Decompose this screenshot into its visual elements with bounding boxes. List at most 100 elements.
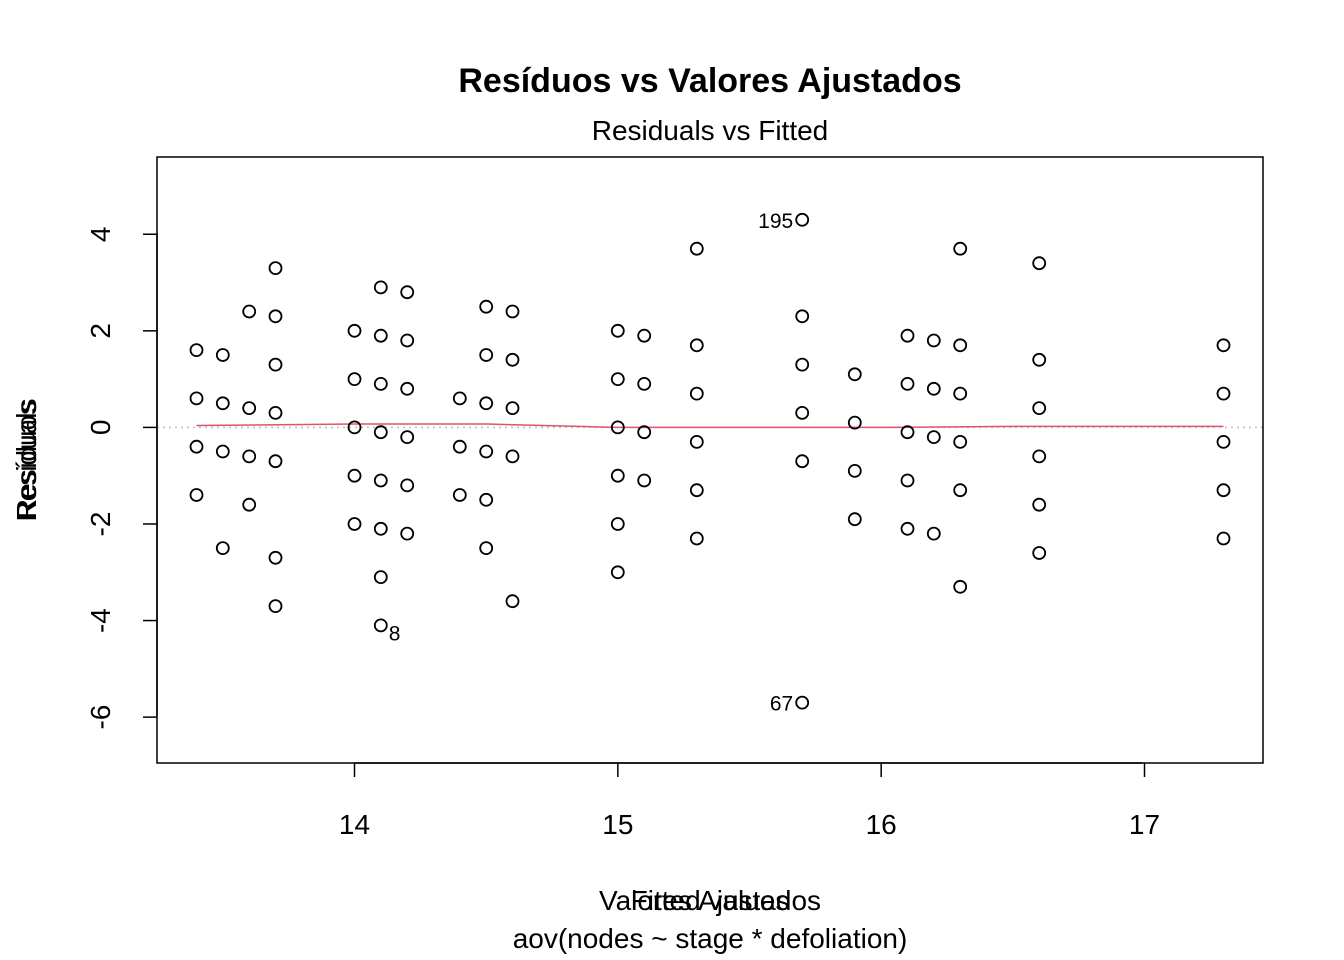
data-point — [689, 386, 704, 401]
data-point — [400, 526, 415, 541]
data-point — [452, 439, 467, 454]
y-tick-label: -2 — [85, 512, 116, 537]
data-point — [1032, 401, 1047, 416]
point-label: 8 — [389, 622, 401, 645]
points-layer — [189, 212, 1231, 710]
data-point — [347, 323, 362, 338]
data-point — [637, 376, 652, 391]
data-point — [610, 420, 625, 435]
data-point — [795, 357, 810, 372]
data-point — [953, 483, 968, 498]
data-point — [610, 517, 625, 531]
data-point — [953, 434, 968, 449]
data-point — [795, 405, 810, 420]
data-point — [795, 212, 810, 227]
data-point — [505, 352, 520, 367]
data-point — [268, 550, 283, 565]
data-point — [400, 430, 415, 445]
data-point — [847, 463, 862, 478]
data-point — [268, 405, 283, 420]
x-axis-label-portuguese: Valores Ajustados — [599, 885, 821, 916]
data-point — [268, 261, 283, 276]
x-tick-label: 17 — [1129, 809, 1160, 840]
data-point — [1216, 434, 1231, 449]
data-point — [1032, 497, 1047, 512]
x-axis: 14 15 16 17 — [339, 762, 1160, 840]
data-point — [689, 531, 704, 546]
data-point — [689, 434, 704, 449]
data-point — [926, 526, 941, 541]
data-point — [479, 396, 494, 411]
data-point — [505, 304, 520, 319]
data-point — [215, 396, 230, 411]
data-point — [926, 430, 941, 445]
data-point — [1032, 546, 1047, 560]
data-point — [847, 512, 862, 527]
y-tick-label: 0 — [85, 420, 116, 436]
chart-subtitle: Residuals vs Fitted — [592, 115, 829, 146]
data-point — [689, 483, 704, 498]
data-point — [347, 468, 362, 483]
data-point — [953, 579, 968, 594]
data-point — [900, 521, 915, 536]
data-point — [215, 541, 230, 555]
data-point — [505, 449, 520, 464]
y-tick-label: -6 — [85, 705, 116, 730]
data-point — [926, 333, 941, 348]
y-tick-label: 4 — [85, 227, 116, 243]
data-point — [1216, 483, 1231, 498]
y-axis-label-english: Residuals — [11, 399, 42, 522]
data-point — [1032, 256, 1047, 271]
chart-title: Resíduos vs Valores Ajustados — [458, 62, 961, 100]
data-point — [373, 618, 388, 633]
data-point — [215, 444, 230, 459]
data-point — [268, 309, 283, 324]
smooth-line — [196, 423, 1224, 429]
data-point — [242, 304, 257, 319]
data-point — [953, 241, 968, 256]
x-tick-label: 15 — [602, 809, 633, 840]
y-tick-label: 2 — [85, 323, 116, 339]
data-point — [795, 454, 810, 469]
data-point — [926, 381, 941, 396]
data-point — [610, 565, 625, 580]
data-point — [1216, 531, 1231, 546]
data-point — [953, 386, 968, 401]
data-point — [479, 492, 494, 507]
data-point — [189, 391, 204, 406]
data-point — [637, 328, 652, 343]
data-point — [400, 333, 415, 348]
data-point — [795, 695, 810, 710]
data-point — [215, 348, 230, 362]
data-point — [242, 497, 257, 512]
data-point — [900, 473, 915, 488]
data-point — [452, 391, 467, 406]
data-point — [400, 381, 415, 396]
data-point — [610, 468, 625, 483]
point-labels-layer: 8 195 67 — [389, 210, 793, 716]
point-label: 195 — [758, 210, 793, 233]
data-point — [373, 425, 388, 440]
data-point — [1032, 352, 1047, 367]
data-point — [347, 372, 362, 387]
data-point — [637, 473, 652, 488]
data-point — [689, 338, 704, 353]
data-point — [847, 367, 862, 382]
data-point — [189, 488, 204, 502]
data-point — [1216, 386, 1231, 401]
data-point — [452, 488, 467, 502]
data-point — [189, 439, 204, 454]
data-point — [637, 425, 652, 440]
x-tick-label: 14 — [339, 809, 370, 840]
data-point — [268, 357, 283, 372]
data-point — [268, 454, 283, 469]
data-point — [505, 594, 520, 609]
data-point — [242, 401, 257, 416]
data-point — [347, 517, 362, 531]
data-point — [610, 372, 625, 387]
data-point — [847, 415, 862, 430]
data-point — [900, 328, 915, 343]
data-point — [1032, 449, 1047, 464]
point-label: 67 — [770, 693, 793, 716]
